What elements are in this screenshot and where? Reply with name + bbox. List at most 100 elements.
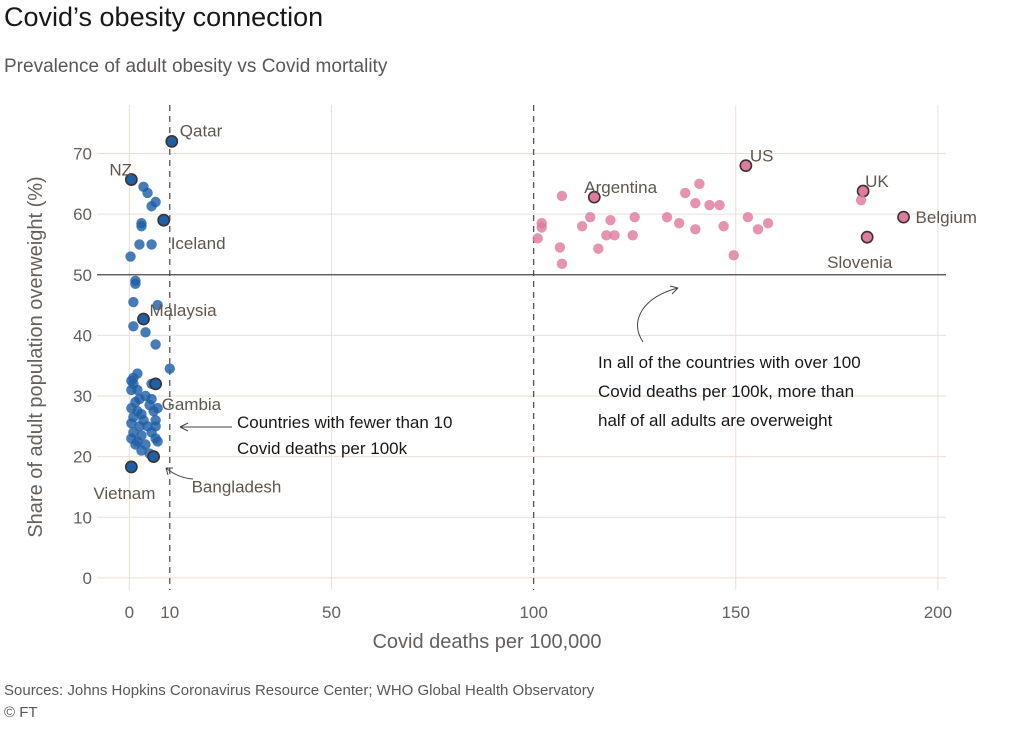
annotation-high-text: half of all adults are overweight xyxy=(598,411,833,430)
data-point xyxy=(126,418,137,429)
point-label: Belgium xyxy=(916,208,977,227)
y-tick-label: 10 xyxy=(73,508,92,527)
point-label: UK xyxy=(865,172,889,191)
data-point xyxy=(587,190,601,204)
point-label: Slovenia xyxy=(827,253,893,272)
data-point xyxy=(714,199,725,211)
data-point xyxy=(134,239,145,250)
annotation-low-text: Countries with fewer than 10 xyxy=(237,413,452,432)
point-label: NZ xyxy=(109,161,132,180)
data-point xyxy=(680,187,691,199)
x-tick-label: 10 xyxy=(160,603,179,622)
data-point xyxy=(132,368,143,379)
data-point xyxy=(609,230,620,241)
point-label: US xyxy=(750,147,774,166)
x-tick-label: 150 xyxy=(722,603,750,622)
bangladesh-pointer xyxy=(165,467,194,480)
data-point xyxy=(860,230,874,244)
data-point xyxy=(146,201,157,212)
data-point xyxy=(556,258,568,270)
chart-title: Covid’s obesity connection xyxy=(4,2,324,32)
y-tick-label: 70 xyxy=(73,145,92,164)
data-point xyxy=(601,230,612,241)
data-point xyxy=(152,299,163,311)
y-tick-label: 20 xyxy=(73,448,92,467)
data-point xyxy=(742,211,754,223)
y-tick-label: 30 xyxy=(73,387,92,406)
data-point xyxy=(136,221,147,232)
data-point xyxy=(149,377,163,391)
x-tick-label: 200 xyxy=(924,603,952,622)
point-label: Bangladesh xyxy=(192,478,282,497)
point-label: Gambia xyxy=(162,395,222,414)
data-point xyxy=(673,218,685,229)
data-point xyxy=(152,402,163,414)
data-point xyxy=(576,221,588,232)
y-tick-label: 0 xyxy=(83,569,92,588)
arrow-head xyxy=(669,285,679,295)
data-point xyxy=(132,384,143,396)
annotation-high-text: Covid deaths per 100k, more than xyxy=(598,382,854,401)
point-label: Malaysia xyxy=(149,301,217,320)
data-point xyxy=(128,296,139,308)
data-points xyxy=(124,134,910,474)
point-label: Iceland xyxy=(171,234,226,253)
data-point xyxy=(147,450,160,464)
x-axis-label: Covid deaths per 100,000 xyxy=(372,631,601,653)
data-point xyxy=(554,242,566,253)
data-point xyxy=(157,213,171,227)
data-point xyxy=(124,173,138,186)
data-point xyxy=(762,218,774,229)
data-point xyxy=(128,321,139,332)
data-point xyxy=(152,436,163,447)
data-point xyxy=(629,211,640,223)
grid-lines xyxy=(97,105,946,590)
x-tick-label: 50 xyxy=(322,603,341,622)
point-label: Argentina xyxy=(584,178,657,197)
data-point xyxy=(556,190,568,202)
arrow-head xyxy=(165,467,173,476)
data-point xyxy=(739,159,753,173)
data-point xyxy=(728,250,739,261)
data-point xyxy=(593,243,604,254)
data-point xyxy=(661,211,673,223)
data-point xyxy=(690,224,701,235)
data-point xyxy=(146,239,157,250)
source-note: Sources: Johns Hopkins Coronavirus Resou… xyxy=(4,682,595,699)
data-point xyxy=(690,198,701,209)
data-point xyxy=(136,445,147,456)
data-point xyxy=(855,194,867,206)
arrow-head xyxy=(179,422,189,432)
data-point xyxy=(694,178,705,190)
chart-subtitle: Prevalence of adult obesity vs Covid mor… xyxy=(4,56,388,77)
data-point xyxy=(142,187,153,199)
annotation-low-text: Covid deaths per 100k xyxy=(237,439,408,458)
data-point xyxy=(752,224,764,235)
annotation-arrow xyxy=(637,287,679,343)
data-point xyxy=(150,339,161,350)
data-point xyxy=(536,222,547,233)
y-tick-label: 50 xyxy=(73,266,92,285)
data-point xyxy=(627,230,638,241)
y-tick-label: 60 xyxy=(73,205,92,224)
data-point xyxy=(585,211,596,223)
data-point xyxy=(165,134,179,148)
copyright: © FT xyxy=(4,704,38,721)
y-axis-label: Share of adult population overweight (%) xyxy=(25,176,47,537)
annotation-high-text: In all of the countries with over 100 xyxy=(598,353,861,372)
data-point xyxy=(704,199,715,211)
data-point xyxy=(897,210,910,224)
x-tick-label: 100 xyxy=(519,603,547,622)
point-label: Qatar xyxy=(180,121,223,140)
data-point xyxy=(718,221,729,232)
data-point xyxy=(164,363,175,374)
data-point xyxy=(125,251,136,262)
data-point xyxy=(124,460,138,474)
point-labels: Qatar NZ Iceland Malaysia Gambia Vietnam Bangl… xyxy=(93,121,977,503)
data-point xyxy=(605,214,616,226)
point-label: Vietnam xyxy=(93,484,155,503)
x-tick-label: 0 xyxy=(125,603,134,622)
reference-lines xyxy=(97,105,946,590)
data-point xyxy=(532,233,543,244)
